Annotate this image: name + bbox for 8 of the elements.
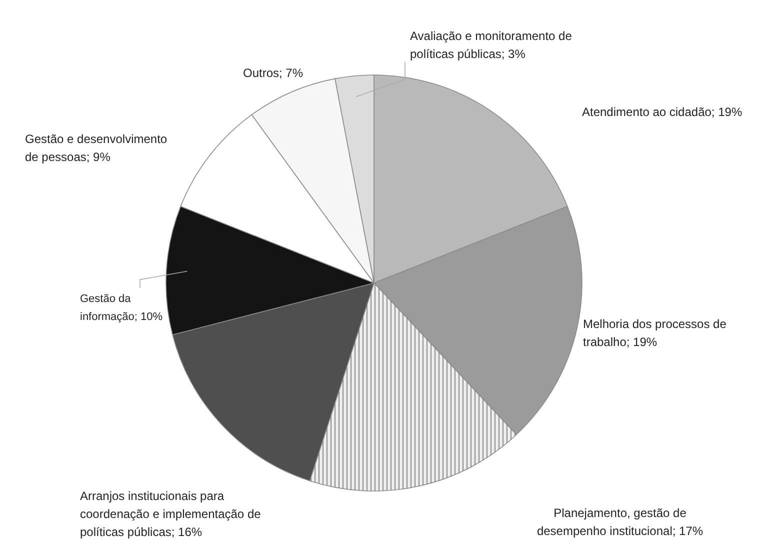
slice-label: Melhoria dos processos de trabalho; 19% — [583, 317, 727, 349]
slice-label: Atendimento ao cidadão; 19% — [582, 105, 742, 119]
slice-label: Planejamento, gestão de desempenho institucional; 17% — [536, 506, 704, 538]
slice-label: Arranjos institucionais para coordenação e implementação de políticas públicas; 16% — [80, 489, 262, 539]
slice-label: Avaliação e monitoramento de políticas públicas; 3% — [410, 29, 572, 61]
slice-label: Outros; 7% — [243, 66, 304, 80]
slice-label: Gestão da informação; 10% — [80, 293, 163, 323]
slice-label: Gestão e desenvolvimento de pessoas; 9% — [25, 132, 168, 164]
